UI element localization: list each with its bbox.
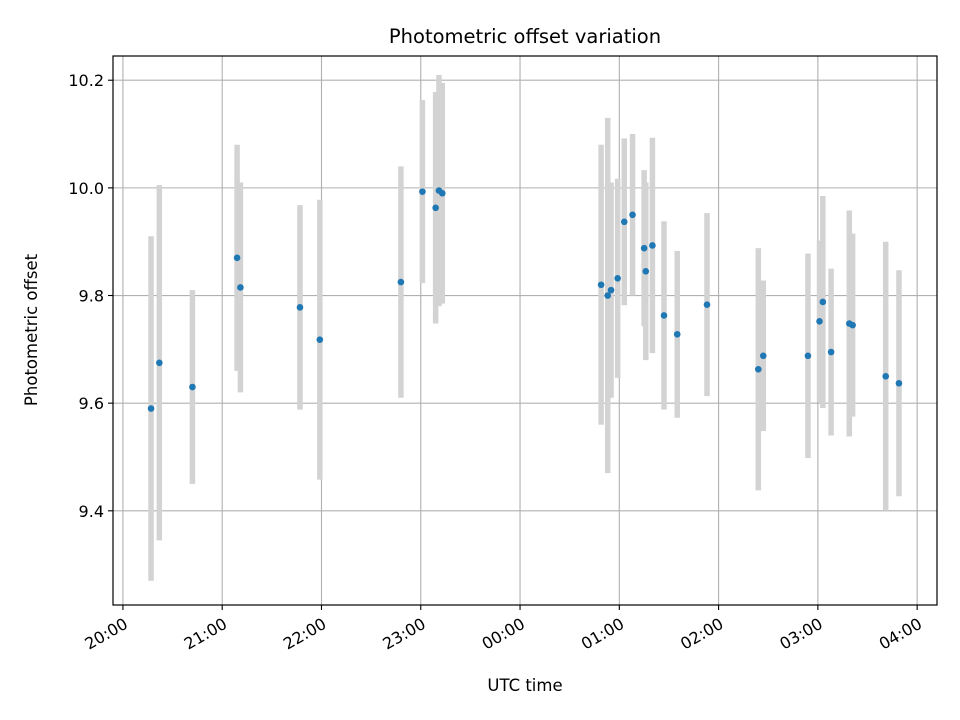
data-point [296,304,304,311]
data-point [156,359,163,367]
data-point [614,274,621,282]
y-tick-label: 10.2 [68,71,104,90]
data-point [703,301,711,308]
data-point [649,242,656,249]
data-point [316,336,324,343]
data-point [642,267,650,275]
data-point [432,204,439,212]
data-point [816,318,823,325]
data-point [189,383,196,391]
data-point [660,312,668,319]
data-point [819,298,827,306]
data-point [597,281,605,289]
data-point [895,379,903,387]
data-point [604,292,612,299]
plot-area-frame [112,55,938,606]
y-tick-label: 9.8 [79,287,104,306]
data-point [673,330,681,338]
data-point [620,218,628,226]
y-tick-label: 10.0 [68,179,104,198]
data-point [233,254,241,262]
data-point [629,211,636,219]
data-point [882,372,890,380]
data-point [397,278,405,286]
data-point [419,188,426,195]
data-point [827,348,835,356]
data-point [849,321,856,329]
chart-title: Photometric offset variation [389,25,661,48]
y-tick-label: 9.4 [79,502,104,521]
x-axis-label: UTC time [487,676,562,695]
y-tick-label: 9.6 [79,394,104,413]
data-point [759,352,767,360]
data-point [607,286,615,294]
data-point [755,365,762,373]
data-point [804,352,812,360]
data-point [237,284,244,291]
y-axis: 9.4 9.6 9.8 10.0 10.2 [68,71,113,521]
data-point [147,405,155,412]
data-point [438,189,446,197]
y-axis-label: Photometric offset [22,253,41,406]
data-point [640,244,648,252]
data-points [147,187,903,412]
